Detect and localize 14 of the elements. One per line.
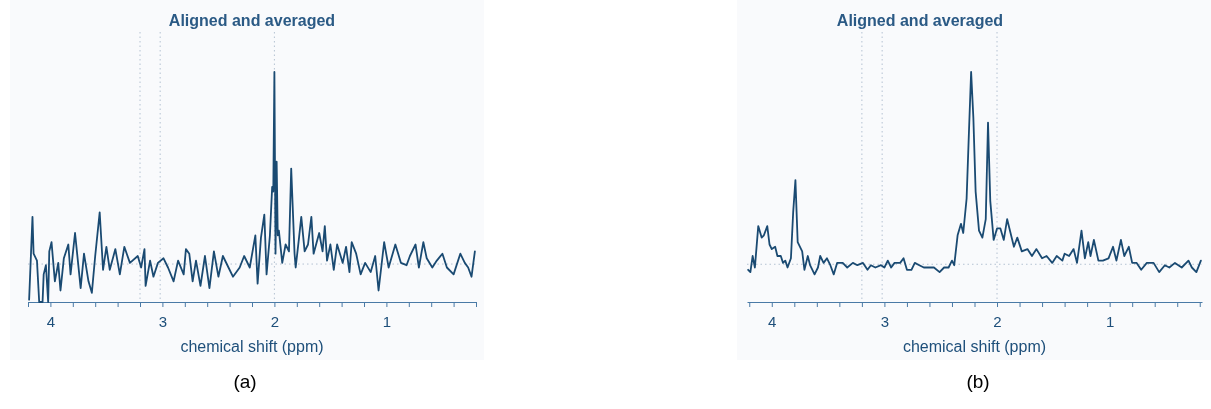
text: (b) xyxy=(966,371,990,392)
x-tick-label: 2 xyxy=(270,312,280,330)
x-tick-label: 2 xyxy=(993,312,1002,330)
x-tick-label: 4 xyxy=(46,312,56,330)
chart-title: Aligned and averaged xyxy=(836,12,1004,29)
chart-title: Aligned and averaged xyxy=(168,12,336,29)
x-tick-label: 1 xyxy=(1105,312,1115,330)
x-tick-label: 4 xyxy=(768,312,777,330)
x-tick-label: 3 xyxy=(880,312,890,330)
text: (a) xyxy=(233,371,257,392)
x-tick-label: 3 xyxy=(158,312,168,330)
x-tick-label: 1 xyxy=(382,312,392,330)
x-axis-title: chemical shift (ppm) xyxy=(180,338,324,355)
x-axis-title: chemical shift (ppm) xyxy=(902,338,1047,355)
